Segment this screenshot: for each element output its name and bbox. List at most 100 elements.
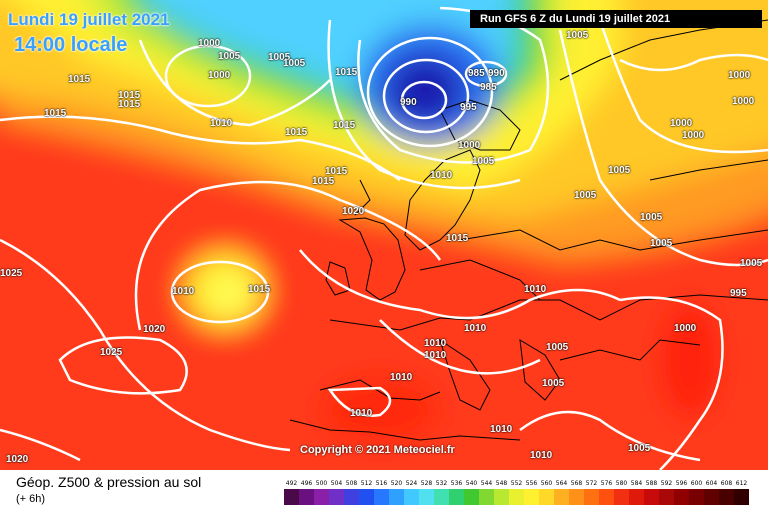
footer: Géop. Z500 & pression au sol (+ 6h) 492 4…	[0, 470, 768, 512]
isobar-label: 1005	[740, 258, 763, 269]
legend-value: 580	[615, 480, 628, 487]
isobar-label: 1015	[248, 284, 271, 295]
legend-value: 604	[705, 480, 718, 487]
legend-swatch	[329, 489, 344, 505]
legend-swatch	[299, 489, 314, 505]
legend-swatch	[704, 489, 719, 505]
isobar-label: 1015	[335, 67, 358, 78]
legend-swatch	[494, 489, 509, 505]
isobar-label: 1005	[283, 58, 306, 69]
legend-swatch	[734, 489, 749, 505]
legend-value: 576	[600, 480, 613, 487]
legend-swatch	[674, 489, 689, 505]
legend-value: 516	[375, 480, 388, 487]
legend-value: 564	[555, 480, 568, 487]
legend-value: 608	[720, 480, 733, 487]
isobar-label: 1005	[608, 165, 631, 176]
legend-value: 592	[660, 480, 673, 487]
isobar-label: 1005	[542, 378, 565, 389]
legend-swatch	[644, 489, 659, 505]
isobar-label: 1000	[674, 323, 697, 334]
isobar-label: 1005	[472, 156, 495, 167]
isobar-label: 1005	[546, 342, 569, 353]
legend-swatch	[389, 489, 404, 505]
legend-value: 508	[345, 480, 358, 487]
isobar-label: 1010	[424, 338, 447, 349]
isobar-label: 1000	[208, 70, 231, 81]
legend-value: 532	[435, 480, 448, 487]
isobar-label: 1000	[682, 130, 705, 141]
legend-value: 504	[330, 480, 343, 487]
isobar-label: 1010	[172, 286, 195, 297]
legend-swatch	[629, 489, 644, 505]
legend-value: 612	[735, 480, 748, 487]
isobar-label: 1025	[0, 268, 23, 279]
isobar-label: 1005	[640, 212, 663, 223]
isobar-label: 1015	[312, 176, 335, 187]
isobar-label: 1000	[732, 96, 755, 107]
run-info: Run GFS 6 Z du Lundi 19 juillet 2021	[470, 10, 762, 28]
legend-value: 600	[690, 480, 703, 487]
legend-value: 596	[675, 480, 688, 487]
isobar-label: 1015	[68, 74, 91, 85]
isobar-label: 1015	[44, 108, 67, 119]
isobar-label: 1005	[628, 443, 651, 454]
isobar-lines	[0, 6, 768, 470]
legend-swatch	[479, 489, 494, 505]
legend-value: 512	[360, 480, 373, 487]
isobar-label: 1015	[446, 233, 469, 244]
isobar-label: 1000	[458, 140, 481, 151]
legend-swatch	[314, 489, 329, 505]
isobar-label: 1015	[333, 120, 356, 131]
isobar-label: 1010	[424, 350, 447, 361]
legend-value: 500	[315, 480, 328, 487]
isobar-label: 1010	[390, 372, 413, 383]
legend-swatch	[404, 489, 419, 505]
legend-value: 536	[450, 480, 463, 487]
isobar-label: 1000	[198, 38, 221, 49]
legend-swatch	[419, 489, 434, 505]
isobar-label: 985	[468, 68, 485, 79]
isobar-label: 1015	[285, 127, 308, 138]
caption-sub: (+ 6h)	[16, 493, 46, 505]
copyright: Copyright © 2021 Meteociel.fr	[300, 444, 455, 456]
legend-value: 560	[540, 480, 553, 487]
legend-value: 548	[495, 480, 508, 487]
isobar-label: 1010	[210, 118, 233, 129]
isobar-label: 1010	[350, 408, 373, 419]
legend-value: 572	[585, 480, 598, 487]
legend-value: 540	[465, 480, 478, 487]
isobar-label: 1005	[650, 238, 673, 249]
isobar-label: 990	[400, 97, 417, 108]
legend-swatch	[434, 489, 449, 505]
legend-swatch	[464, 489, 479, 505]
legend-swatch	[614, 489, 629, 505]
legend-swatch	[344, 489, 359, 505]
isobar-label: 985	[480, 82, 497, 93]
isobar-label: 1010	[524, 284, 547, 295]
isobar-label: 1005	[566, 30, 589, 41]
legend-value: 520	[390, 480, 403, 487]
isobar-label: 1010	[530, 450, 553, 461]
legend-value: 496	[300, 480, 313, 487]
legend-value: 568	[570, 480, 583, 487]
legend-swatch	[524, 489, 539, 505]
isobar-label: 1020	[143, 324, 166, 335]
legend-swatch	[284, 489, 299, 505]
legend-value: 544	[480, 480, 493, 487]
isobar-label: 1000	[728, 70, 751, 81]
isobar-label: 1005	[574, 190, 597, 201]
legend-swatch	[449, 489, 464, 505]
legend-value: 552	[510, 480, 523, 487]
isobar-label: 990	[488, 68, 505, 79]
legend-swatch	[659, 489, 674, 505]
legend-swatch	[539, 489, 554, 505]
legend-value: 492	[285, 480, 298, 487]
isobar-label: 995	[460, 102, 477, 113]
isobar-label: 1015	[325, 166, 348, 177]
legend-swatch	[554, 489, 569, 505]
legend-value: 584	[630, 480, 643, 487]
isobar-label: 1005	[218, 51, 241, 62]
legend-swatch	[584, 489, 599, 505]
legend-swatch	[569, 489, 584, 505]
